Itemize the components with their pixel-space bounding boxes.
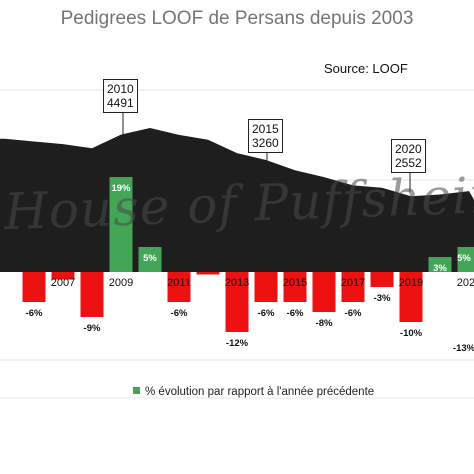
x-tick-2009: 2009 — [109, 277, 133, 289]
data-label-layer: -6% -9% 19% 5% -6% -12% -6% -6% -8% -6% -3% -10% 3% 5… — [26, 183, 474, 354]
legend: % évolution par rapport à l'année précéd… — [133, 386, 374, 398]
data-label-2006: -6% — [26, 308, 43, 319]
callout-2015-value: 3260 — [252, 136, 279, 150]
data-label-2010: 5% — [143, 253, 157, 264]
bar-2019 — [399, 272, 423, 322]
callout-connectors — [122, 111, 411, 192]
data-label-2014: -6% — [258, 308, 275, 319]
data-label-2013: -12% — [226, 338, 249, 349]
bar-2021 — [457, 247, 474, 272]
x-tick-2007: 2007 — [51, 277, 75, 289]
x-tick-2019: 2019 — [399, 277, 423, 289]
bar-2008 — [80, 272, 104, 317]
bar-2007 — [51, 272, 75, 280]
bar-2017 — [341, 272, 365, 302]
x-tick-2011: 2011 — [167, 277, 191, 289]
callout-2020: 2020 2552 — [391, 139, 426, 173]
x-tick-2013: 2013 — [225, 277, 249, 289]
data-label-2016: -8% — [316, 318, 333, 329]
bar-2013 — [225, 272, 249, 332]
callout-2020-year: 2020 — [395, 142, 422, 156]
data-label-2020: 3% — [433, 263, 447, 274]
data-label-2021: 5% — [457, 253, 471, 264]
chart-title: Pedigrees LOOF de Persans depuis 2003 — [60, 8, 414, 29]
data-label-2015: -6% — [287, 308, 304, 319]
x-tick-layer: 2007 2009 2011 2013 2015 2017 2019 2021 — [51, 277, 474, 289]
callout-2010-year: 2010 — [107, 82, 134, 96]
data-label-2009: 19% — [111, 183, 131, 194]
bar-2010 — [138, 247, 162, 272]
x-tick-2017: 2017 — [341, 277, 365, 289]
callout-2020-value: 2552 — [395, 156, 422, 170]
bar-2020 — [428, 257, 452, 272]
x-tick-2021: 2021 — [457, 277, 474, 289]
source-label: Source: LOOF — [324, 61, 408, 76]
data-label-2008: -9% — [84, 323, 101, 334]
data-label-2019: -10% — [400, 328, 423, 339]
bar-layer — [22, 177, 474, 332]
legend-label: % évolution par rapport à l'année précéd… — [145, 386, 375, 398]
callout-2010: 2010 4491 — [103, 79, 138, 113]
bar-2012 — [196, 272, 220, 275]
bar-2006 — [22, 272, 46, 302]
callout-2015-year: 2015 — [252, 122, 279, 136]
bar-2016 — [312, 272, 336, 312]
callout-2015: 2015 3260 — [248, 119, 283, 153]
data-label-2018: -3% — [374, 293, 391, 304]
data-label-2022: -13% — [453, 343, 474, 354]
bar-2014 — [254, 272, 278, 302]
data-label-2017: -6% — [345, 308, 362, 319]
bar-2011 — [167, 272, 191, 302]
bar-2009 — [109, 177, 133, 272]
x-tick-2015: 2015 — [283, 277, 307, 289]
callout-2010-value: 4491 — [107, 96, 134, 110]
bar-2018 — [370, 272, 394, 287]
data-label-2011: -6% — [171, 308, 188, 319]
bar-2015 — [283, 272, 307, 302]
legend-swatch — [133, 387, 140, 394]
